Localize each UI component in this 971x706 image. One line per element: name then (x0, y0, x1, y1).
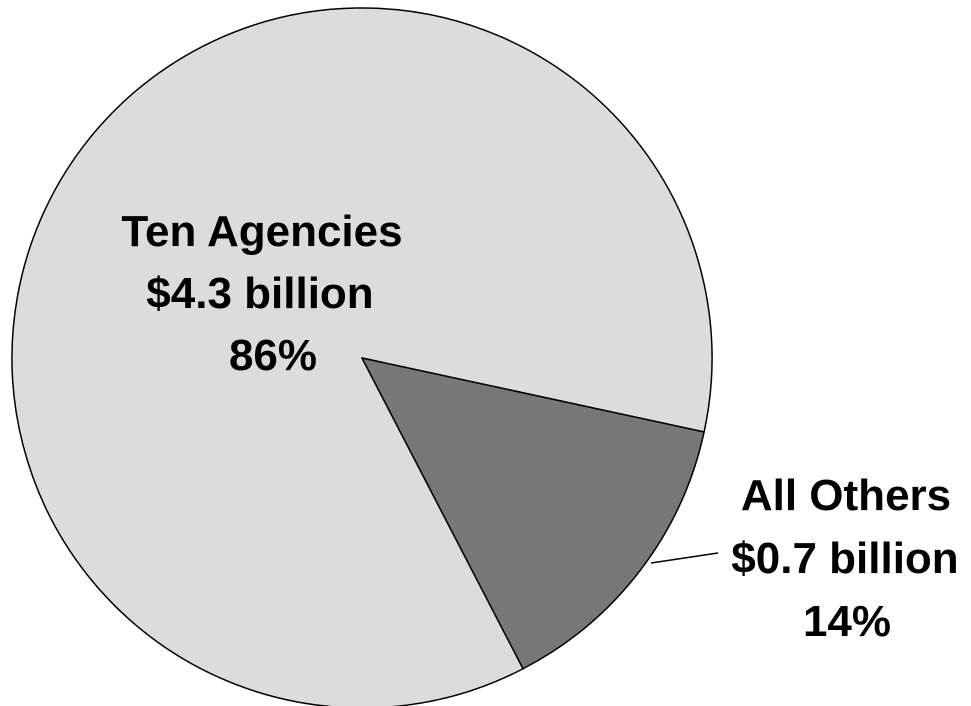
slice-ten-agencies (11, 7, 713, 706)
slice-all-others (361, 357, 705, 670)
all-others-percent: 14% (803, 597, 891, 646)
ten-agencies-label: Ten Agencies (121, 207, 402, 256)
pie-slices (11, 7, 713, 706)
ten-agencies-label-group: Ten Agencies $4.3 billion 86% (121, 207, 402, 380)
all-others-amount: $0.7 billion (731, 534, 958, 583)
all-others-label-group: All Others $0.7 billion 14% (731, 471, 958, 646)
all-others-leader-line (650, 552, 719, 564)
ten-agencies-amount: $4.3 billion (146, 269, 373, 318)
all-others-label: All Others (741, 471, 951, 520)
ten-agencies-percent: 86% (229, 331, 317, 380)
